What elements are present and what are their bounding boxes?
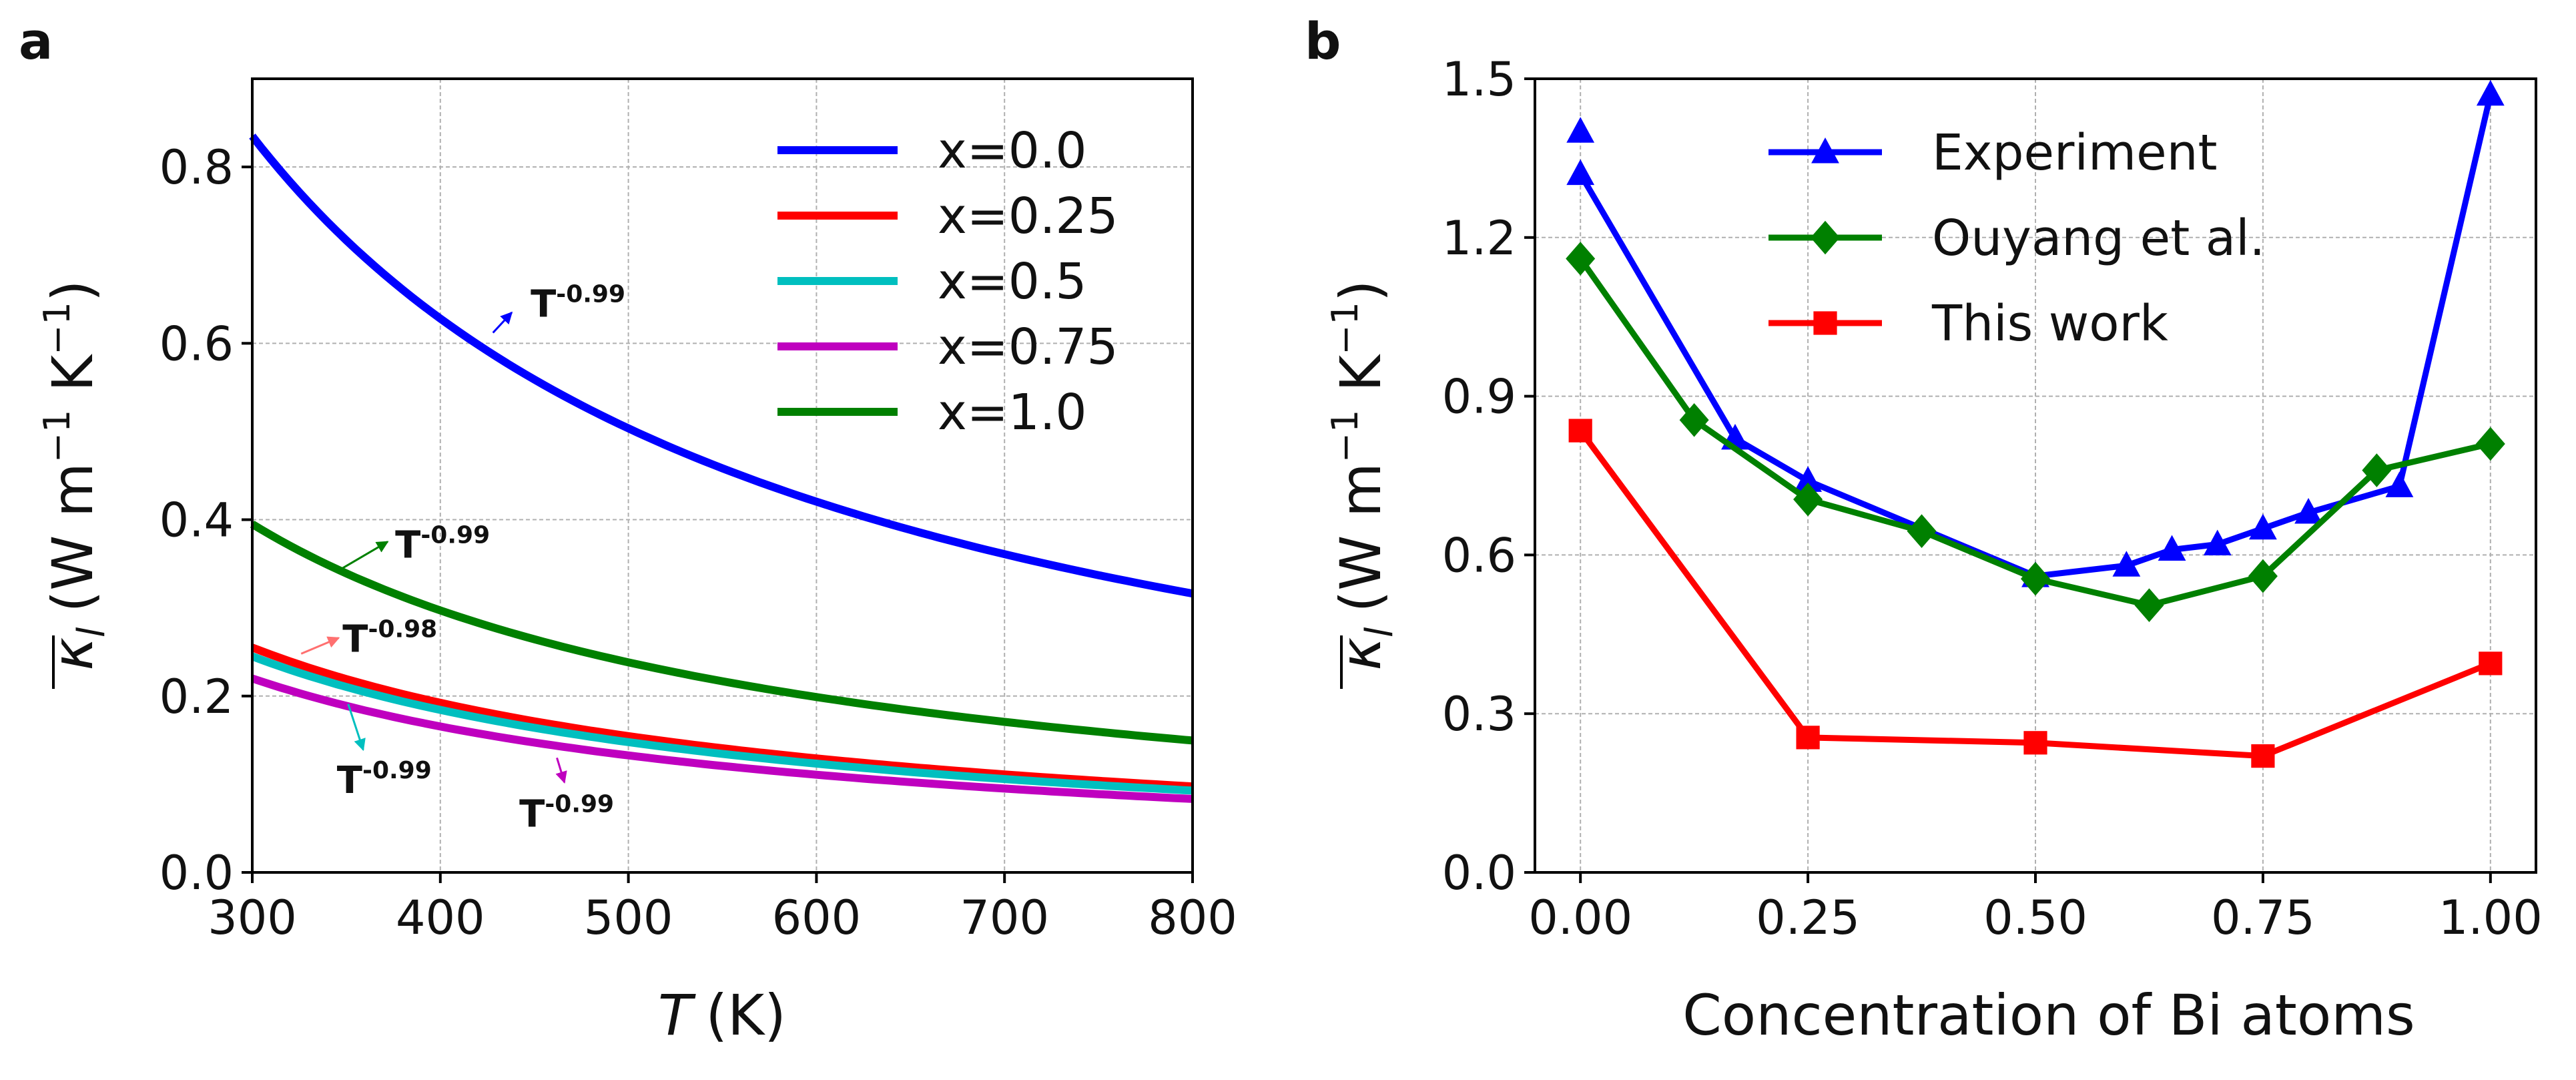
marker-diamond [1793,482,1823,517]
plot-frame-a [251,77,1194,874]
x-tick-label: 300 [208,890,297,945]
y-tick-label: 1.2 [1442,211,1516,266]
series-This work [1568,419,2503,768]
marker-triangle [2385,471,2414,497]
y-tick-label: 1.5 [1442,52,1516,107]
y-tick-label: 0.3 [1442,687,1516,742]
panel-a: a T-0.99T-0.99T-0.98T-0.99T-0.99 0.00.20… [19,11,1237,1048]
y-tick-label: 0.6 [159,316,234,371]
panel-b: b 0.0 0.3 0.6 0.9 1.2 1.5 0.00 0.25 0.50 0.75 1.00… [1305,11,2543,1048]
panel-letter-b: b [1305,11,1341,71]
marker-diamond [1811,220,1840,255]
y-tick-label: 0.9 [1442,370,1516,425]
x-axis-label-b: Concentration of Bi atoms [1682,983,2415,1048]
y-tick-label: 0.8 [159,140,234,195]
series-group-a [249,133,1194,803]
legend-label: x=0.5 [938,253,1086,310]
x-tick-label: 0.25 [1756,890,1860,945]
y-tick-label: 0.2 [159,669,234,724]
marker-diamond [1679,402,1709,437]
series-line-x=0.75 [251,674,1193,803]
x-axis-label-a: T (K) [658,983,786,1048]
x-tick-label: 800 [1148,890,1237,945]
marker-diamond [2475,427,2505,461]
annotation-arrow [555,757,567,784]
legend-label: This work [1931,295,2168,352]
x-tick-label: 600 [772,890,862,945]
series-line-x=0.25 [250,643,1193,791]
marker-diamond [2021,561,2050,596]
x-tick-label: 1.00 [2439,890,2543,945]
x-tick-label: 700 [960,890,1049,945]
legend-label: x=0.0 [938,122,1086,180]
y-axis-label-text: κl(W m−1 K−1) [36,280,113,670]
y-axis-label-a: κl(W m−1 K−1) [36,280,113,689]
marker-triangle [2158,535,2186,561]
marker-square [2251,744,2275,768]
marker-triangle [2294,497,2322,524]
marker-diamond [1907,514,1937,549]
panel-letter-a: a [19,11,53,71]
marker-triangle [2203,529,2232,556]
legend-label: x=0.75 [938,318,1118,376]
marker-square [1796,726,1820,750]
marker-triangle [2476,79,2505,106]
y-tick-label: 0.6 [1442,528,1516,583]
marker-triangle [1811,138,1839,164]
y-tick-label: 0.0 [159,846,234,900]
legend-label: Ouyang et al. [1932,210,2265,267]
series-line-x=0.5 [250,652,1193,795]
annotation-arrow [300,636,340,655]
annotation-arrow [342,541,389,569]
x-tick-label: 0.00 [1528,890,1632,945]
marker-diamond [2362,453,2392,487]
marker-triangle [2112,551,2141,577]
legend-a: x=0.0 x=0.25 x=0.5 x=0.75 x=1.0 [777,122,1118,441]
marker-triangle [1566,159,1595,186]
marker-square [1568,419,1592,443]
x-tick-label: 0.50 [1983,890,2087,945]
y-axis-label-text: κl(W m−1 K−1) [1324,280,1401,670]
marker-diamond [1566,242,1596,276]
marker-triangle [2249,513,2277,540]
marker-triangle [1566,117,1595,143]
marker-square [2023,731,2047,755]
annotation-label: T-0.99 [531,281,625,326]
x-tick-label: 0.75 [2211,890,2315,945]
marker-triangle [1794,466,1822,492]
legend-label: x=1.0 [938,384,1086,441]
x-tick-label: 400 [396,890,485,945]
legend-b: Experiment Ouyang et al. This work [1768,124,2265,352]
ticks-a: 0.0 0.2 0.4 0.6 0.8 300 400 500 600 700 800 [159,140,1237,945]
y-tick-label: 0.4 [159,493,234,548]
annotation-label: T-0.99 [519,790,614,836]
annotation-label: T-0.99 [337,757,432,802]
annotations-a: T-0.99 T-0.99 T-0.98 T-0.99 T-0.99 [300,281,625,836]
annotation-arrow [347,704,366,752]
ticks-b: 0.0 0.3 0.6 0.9 1.2 1.5 0.00 0.25 0.50 0.75 1.00 [1442,52,2543,945]
marker-diamond [2248,559,2278,593]
y-tick-label: 0.0 [1442,846,1516,900]
series-line-x=0.0 [249,133,1194,598]
legend-label: Experiment [1932,124,2218,182]
legend-label: x=0.25 [938,188,1118,245]
series-Ouyang et al. [1566,242,2505,623]
series-group-b [1566,79,2505,768]
y-axis-label-b: κl(W m−1 K−1) [1324,280,1401,689]
marker-square [1813,311,1837,335]
x-tick-label: 500 [584,890,673,945]
series-line-x=1.0 [250,521,1193,745]
marker-square [2479,651,2503,676]
annotation-label: T-0.99 [395,521,490,567]
annotation-label: T-0.98 [342,616,437,661]
marker-diamond [2134,588,2164,623]
annotation-arrow [492,311,513,334]
